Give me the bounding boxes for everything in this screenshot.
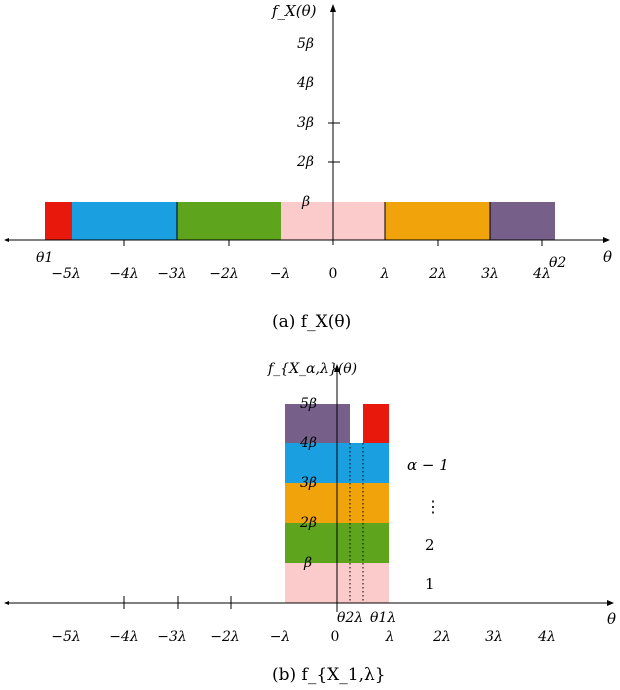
bar-purple bbox=[490, 202, 555, 240]
xt-a-9: 4λ bbox=[532, 266, 551, 282]
y-tick-5b: 5β bbox=[297, 36, 314, 52]
xt-a-0: −5λ bbox=[51, 266, 81, 282]
y-tick-4b: 4β bbox=[296, 75, 314, 91]
xt-a-5: 0 bbox=[329, 266, 338, 282]
xt-b-7: 2λ bbox=[432, 629, 451, 645]
y-axis-arrow-b bbox=[334, 364, 340, 372]
bar-orange bbox=[385, 202, 490, 240]
xt-b-4: −λ bbox=[270, 629, 291, 645]
yb-tick-5b: 5β bbox=[300, 396, 317, 412]
xt-b-3: −2λ bbox=[210, 629, 240, 645]
beta-label-a: β bbox=[301, 194, 310, 210]
xt-b-6: λ bbox=[385, 629, 395, 645]
xt-b-5: 0 bbox=[331, 629, 340, 645]
block-purple bbox=[285, 404, 350, 443]
xt-a-7: 2λ bbox=[428, 266, 447, 282]
x-axis-left-arrow-b bbox=[4, 601, 9, 605]
yb-tick-b: β bbox=[303, 555, 312, 571]
bar-green bbox=[177, 202, 281, 240]
panel-a: f_X(θ) 5β 4β 3β 2β β θ1 θ2 θ −5λ −4λ −3λ… bbox=[4, 2, 612, 332]
xt-b-2: −3λ bbox=[157, 629, 187, 645]
xt-b-0: −5λ bbox=[51, 629, 81, 645]
x-axis-left-arrow-a bbox=[4, 238, 9, 242]
y-label-b: f_{X_α,λ}(θ) bbox=[267, 361, 357, 377]
bar-blue bbox=[72, 202, 177, 240]
yb-tick-3b: 3β bbox=[300, 475, 317, 491]
label-2: 2 bbox=[425, 536, 435, 554]
label-vdots: ⋮ bbox=[425, 497, 441, 516]
y-axis-arrow-a bbox=[330, 4, 336, 12]
label-alpha-minus-1: α − 1 bbox=[407, 456, 449, 474]
xt-b-8: 3λ bbox=[485, 629, 503, 645]
xt-a-4: −λ bbox=[270, 266, 291, 282]
yb-tick-2b: 2β bbox=[299, 515, 317, 531]
label-1: 1 bbox=[425, 575, 435, 593]
panel-b: 5β 4β 3β 2β β f_{X_α,λ}(θ) θ2λ θ1λ θ α −… bbox=[4, 361, 616, 685]
x-tick-labels-a: −5λ −4λ −3λ −2λ −λ 0 λ 2λ 3λ 4λ bbox=[51, 266, 551, 282]
caption-b: (b) f_{X_1,λ} bbox=[272, 665, 386, 685]
xt-b-9: 4λ bbox=[537, 629, 556, 645]
theta-1lambda-label: θ1λ bbox=[370, 610, 396, 626]
xt-a-2: −3λ bbox=[157, 266, 187, 282]
yb-tick-4b: 4β bbox=[299, 435, 317, 451]
bar-red bbox=[45, 202, 72, 240]
xt-a-1: −4λ bbox=[109, 266, 139, 282]
y-tick-2b: 2β bbox=[296, 154, 314, 170]
block-red bbox=[363, 404, 389, 443]
y-label-a: f_X(θ) bbox=[271, 2, 317, 20]
theta2-label: θ2 bbox=[549, 255, 566, 271]
x-axis-arrow-b bbox=[607, 600, 614, 606]
theta-2lambda-label: θ2λ bbox=[337, 610, 363, 626]
x-label-b: θ bbox=[607, 610, 616, 628]
xt-a-3: −2λ bbox=[209, 266, 239, 282]
x-label-a: θ bbox=[603, 248, 612, 266]
x-axis-arrow-a bbox=[603, 237, 610, 243]
x-tick-labels-b: −5λ −4λ −3λ −2λ −λ 0 λ 2λ 3λ 4λ bbox=[51, 629, 556, 645]
xt-b-1: −4λ bbox=[109, 629, 139, 645]
caption-a: (a) f_X(θ) bbox=[272, 312, 351, 332]
xt-a-6: λ bbox=[380, 266, 390, 282]
theta1-label: θ1 bbox=[36, 250, 53, 266]
y-tick-3b: 3β bbox=[297, 115, 314, 131]
xt-a-8: 3λ bbox=[481, 266, 499, 282]
